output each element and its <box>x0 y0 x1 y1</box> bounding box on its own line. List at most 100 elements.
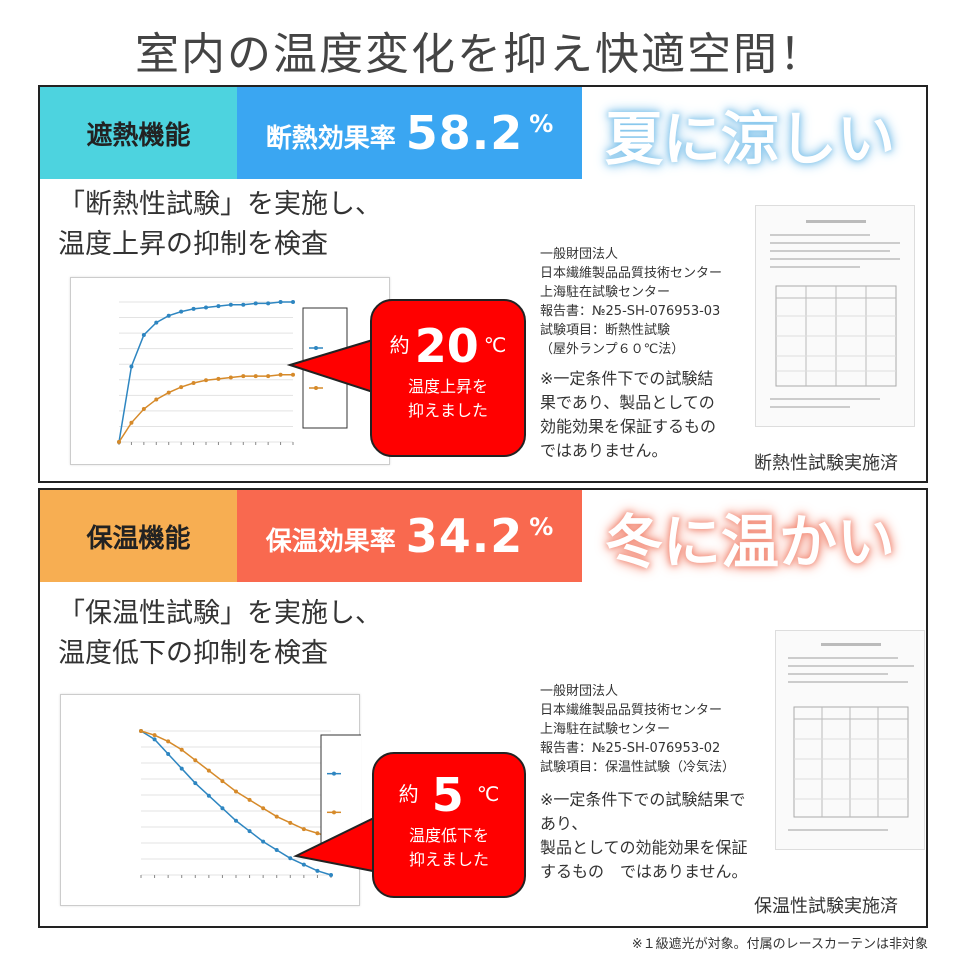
heat-chart-series-2-point <box>191 380 196 385</box>
warm-chart-series-1-point <box>220 806 225 811</box>
heat-disclaimer: ※一定条件下での試験結 果であり、製品としての 効能効果を保証するもの ではありません… <box>540 367 716 463</box>
warm-callout-line2: 抑えました <box>408 850 489 869</box>
warm-report-thumbnail <box>788 643 914 831</box>
warm-report-document-image <box>775 630 925 850</box>
warm-chart-series-2-point <box>206 768 211 773</box>
warm-organization-info: 一般財団法人 日本繊維製品品質技術センター 上海駐在試験センター 報告書：№25-SH… <box>540 682 735 777</box>
heat-chart-series-2-point <box>179 385 184 390</box>
warm-chart-series-2-point <box>152 733 157 738</box>
heat-chart-series-1-point <box>278 300 283 304</box>
warm-chart-series-2-point <box>139 729 143 733</box>
warm-chart-series-2-point <box>166 739 171 744</box>
warm-callout-unit: ℃ <box>476 782 500 806</box>
heat-chart-series-2-point <box>154 397 159 402</box>
heat-panel: 遮熱機能 断熱効果率 58.2 % 夏に涼しい 「断熱性試験」を実施し、 温度上… <box>38 85 928 483</box>
heat-callout-unit: ℃ <box>483 333 507 357</box>
warm-chart-series-2-point <box>193 758 198 763</box>
heat-chart-series-2-point <box>291 372 295 377</box>
warm-chart-series-2-point <box>261 806 266 811</box>
heat-chart-series-1-point <box>179 309 184 314</box>
heat-rate-box: 断熱効果率 58.2 % <box>237 87 582 179</box>
warm-desc-line1: 「保温性試験」を実施し、 <box>58 598 382 629</box>
heat-desc-line1: 「断熱性試験」を実施し、 <box>58 189 382 220</box>
heat-chart-legend-marker-1 <box>314 346 318 350</box>
heat-chart-series-1-point <box>141 332 146 337</box>
heat-org-line: 報告書：№25-SH-076953-03 <box>540 304 721 319</box>
warm-chart-series-1-point <box>261 839 266 844</box>
warm-org-line: 上海駐在試験センター <box>540 722 671 737</box>
warm-tag: 保温機能 <box>40 490 237 582</box>
heat-chart-series-1-point <box>129 364 134 369</box>
warm-chart-series-2-point <box>179 747 184 752</box>
heat-callout-prefix: 約 <box>389 333 410 357</box>
heat-organization-info: 一般財団法人 日本繊維製品品質技術センター 上海駐在試験センター 報告書：№25-SH… <box>540 245 722 359</box>
warm-chart-series-1-point <box>179 766 184 771</box>
warm-season-title: 冬に温かい <box>604 508 895 576</box>
warm-callout: 約 5 ℃ 温度低下を 抑えました <box>290 752 530 902</box>
heat-org-line: 一般財団法人 <box>540 247 619 262</box>
heat-rate-label: 断熱効果率 <box>265 123 396 154</box>
warm-note-line: 製品としての効能効果を保証 <box>540 838 748 857</box>
heat-description: 「断熱性試験」を実施し、 温度上昇の抑制を検査 <box>58 185 382 265</box>
warm-org-line: 日本繊維製品品質技術センター <box>540 703 723 718</box>
warm-test-completed: 保温性試験実施済 <box>754 896 898 917</box>
warm-chart-series-2-point <box>288 820 293 825</box>
warm-rate-unit: % <box>529 513 554 541</box>
heat-chart-legend-marker-2 <box>314 386 318 390</box>
warm-note-line: するもの ではありません。 <box>540 862 748 881</box>
heat-note-line: 効能効果を保証するもの <box>540 417 717 436</box>
heat-chart-series-2-point <box>129 420 134 425</box>
warm-callout-line1: 温度低下を <box>408 826 489 845</box>
heat-chart-series-2-point <box>278 372 283 377</box>
heat-chart-series-1-point <box>204 305 208 310</box>
footnote: ※１級遮光が対象。付属のレースカーテンは非対象 <box>631 937 928 952</box>
heat-chart-series-2-point <box>241 374 246 379</box>
heat-rate-unit: % <box>529 110 554 138</box>
heat-report-document-image <box>755 205 915 427</box>
warm-chart-series-1-point <box>152 737 157 742</box>
heat-note-line: ※一定条件下での試験結 <box>540 369 714 388</box>
heat-season-title: 夏に涼しい <box>604 105 895 173</box>
heat-chart-series-2-point <box>141 407 146 412</box>
heat-chart-series-2-point <box>266 374 271 379</box>
heat-chart-series-1-point <box>241 302 246 307</box>
warm-org-line: 報告書：№25-SH-076953-02 <box>540 741 721 756</box>
warm-note-line: ※一定条件下での試験結果で <box>540 790 746 809</box>
heat-chart-series-2-point <box>216 376 221 381</box>
warm-chart-series-1-point <box>166 751 171 756</box>
heat-chart-series-2-point <box>166 390 171 395</box>
heat-chart-series-1-point <box>253 301 258 306</box>
warm-chart-series-1-point <box>288 856 293 861</box>
warm-chart-series-1-point <box>193 781 198 786</box>
warm-chart-series-1-point <box>301 862 306 867</box>
warm-chart-series-2-point <box>274 814 279 819</box>
heat-chart-series-1-point <box>191 306 196 311</box>
heat-callout-box: 約 20 ℃ 温度上昇を 抑えました <box>370 299 526 457</box>
warm-panel: 保温機能 保温効果率 34.2 % 冬に温かい 「保温性試験」を実施し、 温度低… <box>38 488 928 928</box>
warm-rate-value: 34.2 <box>405 509 524 563</box>
warm-desc-line2: 温度低下の抑制を検査 <box>58 638 328 669</box>
warm-rate-box: 保温効果率 34.2 % <box>237 490 582 582</box>
heat-chart-series-2-point <box>253 374 258 379</box>
warm-chart-legend-marker-1 <box>332 771 336 776</box>
warm-rate-label: 保温効果率 <box>265 526 396 557</box>
warm-callout-value: 5 <box>431 768 464 822</box>
heat-rate-value: 58.2 <box>405 106 524 160</box>
warm-chart-series-1-point <box>329 873 333 877</box>
warm-callout-box: 約 5 ℃ 温度低下を 抑えました <box>372 752 526 898</box>
heat-chart-series-1-point <box>266 301 271 306</box>
warm-chart-series-2-point <box>220 779 225 784</box>
heat-org-line: 上海駐在試験センター <box>540 285 671 300</box>
heat-chart-series-2-point <box>117 440 121 444</box>
heat-chart-series-1-point <box>291 300 295 304</box>
heat-note-line: ではありません。 <box>540 441 668 460</box>
heat-chart-series-2-point <box>228 375 233 380</box>
warm-chart-series-2-point <box>315 831 320 836</box>
heat-chart-series-line-1 <box>118 301 293 443</box>
heat-report-thumbnail <box>770 220 900 408</box>
warm-callout-prefix: 約 <box>398 782 419 806</box>
heat-note-line: 果であり、製品としての <box>540 393 715 412</box>
heat-tag: 遮熱機能 <box>40 87 237 179</box>
heat-callout-line1: 温度上昇を <box>407 377 488 396</box>
page-title: 室内の温度変化を抑え快適空間！ <box>135 29 825 80</box>
